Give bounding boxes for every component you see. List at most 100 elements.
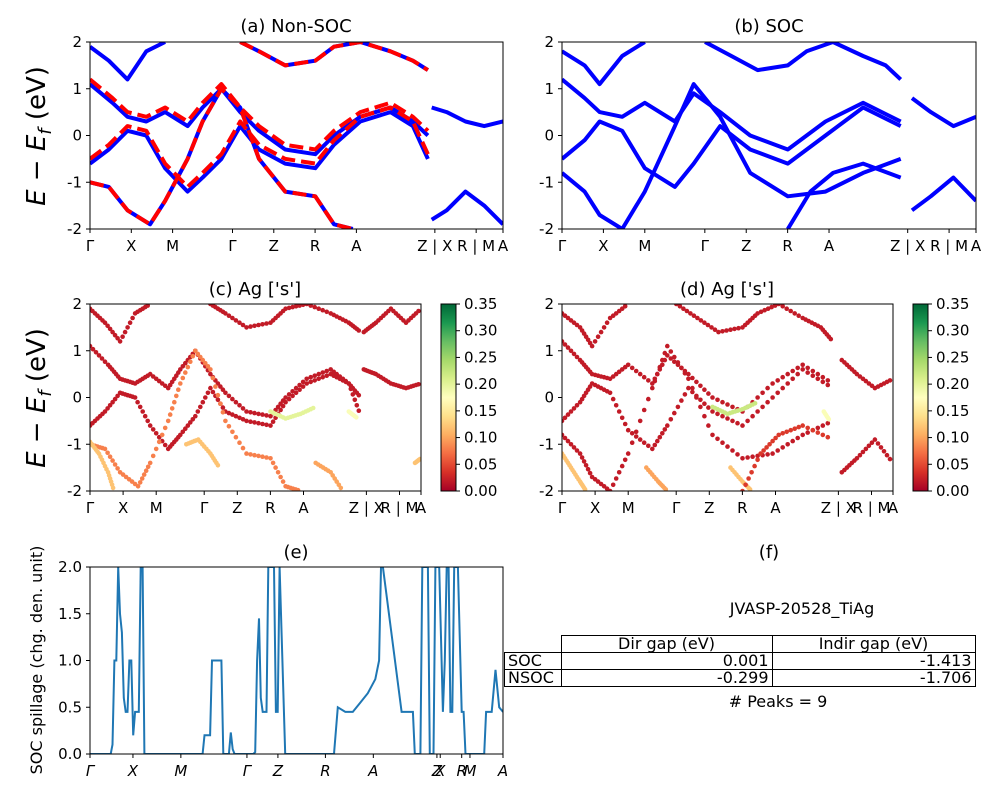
panel-c-ytick-label: 0: [72, 389, 82, 407]
band-point-d-0: [565, 438, 571, 444]
band-point-d-0: [735, 452, 740, 457]
band-point-c-4: [268, 456, 273, 461]
band-point-c-0: [198, 404, 203, 410]
band-point-d-11: [872, 437, 878, 442]
band-point-c-0: [112, 396, 118, 402]
band-point-c-1: [226, 393, 232, 399]
band-line-b-2: [562, 77, 902, 152]
band-point-c-4: [208, 367, 213, 372]
band-point-c-4: [110, 458, 115, 463]
band-point-d-0: [579, 455, 585, 460]
band-point-c-0: [105, 406, 110, 411]
panel-a-xtick-label: A: [351, 237, 362, 255]
band-point-c-4: [139, 476, 145, 481]
band-point-c-1: [308, 374, 314, 380]
band-point-c-1: [215, 381, 221, 386]
band-point-c-0: [320, 374, 326, 380]
band-point-d-0: [625, 451, 631, 456]
band-point-c-4: [203, 360, 208, 366]
panel-e-xtick-label: A: [367, 762, 378, 780]
band-point-d-4: [776, 304, 781, 307]
panel-a-xtick-label: Z | X: [417, 237, 452, 255]
band-point-c-1: [102, 359, 108, 365]
nsoc-indir-gap: -1.706: [771, 669, 976, 687]
band-point-c-0: [180, 429, 186, 435]
band-point-c-4: [252, 452, 257, 458]
band-point-d-4: [705, 322, 711, 328]
band-point-d-2: [665, 353, 670, 358]
spillage-ylabel: SOC spillage (chg. den. unit): [27, 546, 46, 775]
band-point-c-4: [176, 387, 181, 393]
band-point-c-4: [220, 410, 226, 415]
panel-b-ytick-label: 1: [544, 80, 554, 98]
band-point-d-0: [790, 438, 795, 444]
band-point-c-6: [110, 485, 116, 491]
band-point-c-0: [150, 427, 156, 432]
band-point-d-1: [633, 434, 639, 439]
energy-ylabel-main: E − E: [22, 134, 52, 206]
band-line-a-8: [90, 77, 430, 152]
band-point-c-0: [237, 415, 242, 421]
band-point-d-1: [740, 423, 745, 428]
colorbar-d-ticks: 0.00 0.05 0.10 0.15 0.20 0.25 0.30 0.35: [928, 295, 969, 500]
band-point-d-2: [675, 362, 681, 368]
band-point-c-8: [338, 485, 344, 491]
band-point-c-0: [293, 390, 299, 396]
band-point-c-2: [112, 332, 118, 338]
band-point-c-10: [417, 456, 421, 462]
band-point-c-0: [162, 442, 168, 448]
panel-a-ytick-label: -1: [67, 173, 82, 191]
panel-a-bands: [90, 42, 503, 229]
band-point-d-4: [674, 304, 679, 307]
band-point-d-1: [820, 379, 826, 385]
band-point-d-4: [788, 308, 793, 314]
band-point-c-1: [283, 395, 288, 400]
band-point-d-0: [562, 432, 565, 438]
band-point-d-2: [625, 362, 631, 368]
band-point-d-2: [795, 365, 800, 371]
panel-b-xtick-label: X: [598, 237, 608, 255]
band-point-d-0: [619, 463, 625, 469]
band-point-d-1: [825, 382, 831, 388]
band-point-d-11: [854, 456, 860, 461]
band-point-d-1: [657, 434, 663, 440]
panel-b-xtick-label: R | M: [930, 237, 968, 255]
band-point-c-0: [316, 376, 322, 382]
panel-e-xtick-label: Z: [272, 762, 284, 780]
band-point-d-2: [682, 368, 688, 374]
gap-table-row-soc: SOC 0.001 -1.413: [504, 652, 976, 670]
panel-b-xtick-label: Γ: [701, 237, 710, 255]
band-point-c-2: [127, 320, 133, 326]
band-point-c-3: [240, 322, 246, 328]
colorbar-d-tick-label: 0.00: [936, 482, 969, 500]
band-point-c-11: [416, 382, 421, 387]
panel-c-xtick-label: Γ: [200, 499, 209, 517]
band-point-d-10: [887, 378, 893, 383]
band-point-c-1: [237, 403, 242, 408]
band-point-c-0: [297, 387, 302, 393]
band-point-c-1: [316, 371, 322, 377]
band-point-c-4: [210, 375, 216, 381]
energy-ylabel-unit: (eV): [22, 66, 52, 128]
band-point-d-2: [694, 379, 699, 385]
band-point-c-4: [169, 406, 175, 411]
band-point-d-8: [747, 487, 753, 491]
band-point-d-4: [698, 318, 704, 323]
panel-e-line: [90, 567, 503, 754]
band-point-d-6: [582, 487, 588, 491]
band-point-d-1: [710, 409, 715, 414]
panel-e-ytick-label: 1.0: [58, 652, 82, 670]
band-point-c-3: [300, 304, 306, 308]
indir-gap-header: Indir gap (eV): [771, 635, 976, 653]
band-line-a-3: [90, 42, 166, 82]
band-point-c-0: [215, 397, 221, 403]
panel-d-ytick-label: 0: [544, 389, 554, 407]
band-point-c-4: [105, 450, 110, 456]
panel-e-ytick-label: 2.0: [58, 558, 82, 576]
band-point-d-1: [785, 381, 790, 386]
band-point-d-4: [769, 304, 774, 310]
panel-c-xtick-label: Z | X: [349, 499, 384, 517]
band-point-d-2: [775, 378, 780, 383]
band-point-d-2: [785, 371, 790, 377]
band-point-c-0: [132, 395, 138, 400]
